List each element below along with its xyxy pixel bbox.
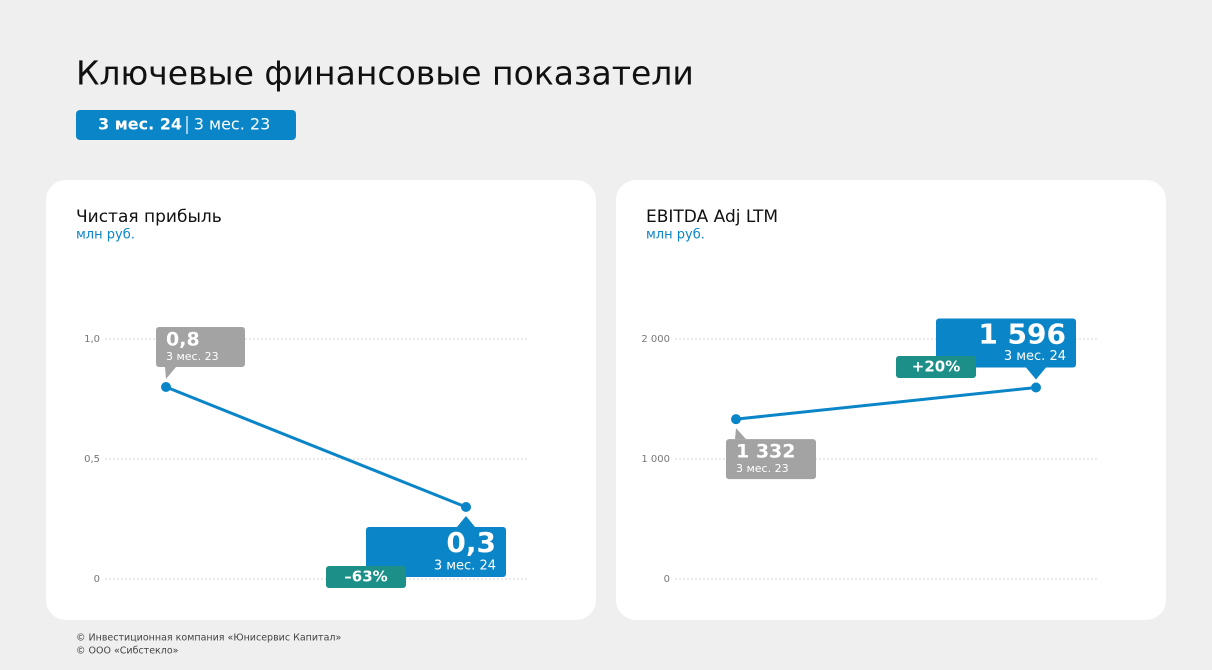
change-badge xyxy=(326,566,406,588)
callout xyxy=(366,527,506,577)
y-tick-label: 0 xyxy=(664,574,670,585)
callout-pointer xyxy=(735,428,746,440)
footnote: © Инвестиционная компания «Юнисервис Кап… xyxy=(76,633,341,644)
value-label: 1 596 xyxy=(978,317,1066,350)
callout xyxy=(726,439,816,480)
point xyxy=(1031,382,1041,393)
y-tick-label: 2 000 xyxy=(641,334,670,345)
value-label: 0,3 xyxy=(446,526,496,559)
point xyxy=(161,382,171,392)
panel xyxy=(46,180,596,620)
panel xyxy=(616,180,1166,620)
change-badge xyxy=(896,356,976,378)
y-tick-label: 0 xyxy=(94,574,100,585)
period-active[interactable]: 3 мес. 24 xyxy=(98,115,182,134)
period-toggle[interactable] xyxy=(76,110,296,140)
change-label: –63% xyxy=(344,568,387,586)
callout-pointer xyxy=(165,367,176,379)
category-label: 3 мес. 24 xyxy=(434,559,496,574)
chart-subtitle: млн руб. xyxy=(646,228,705,243)
chart-title: Чистая прибыль xyxy=(76,207,222,227)
footnote: © ООО «Сибстекло» xyxy=(76,646,179,657)
value-label: 0,8 xyxy=(166,329,200,351)
callout xyxy=(936,318,1076,368)
point xyxy=(461,502,471,512)
callout xyxy=(156,327,245,367)
category-label: 3 мес. 23 xyxy=(736,462,789,475)
chart-subtitle: млн руб. xyxy=(76,228,135,243)
change-label: +20% xyxy=(912,358,960,376)
point xyxy=(731,414,741,425)
y-tick-label: 1,0 xyxy=(84,334,100,345)
chart-title: EBITDA Adj LTM xyxy=(646,207,778,227)
callout-pointer xyxy=(457,516,475,527)
y-tick-label: 1 000 xyxy=(641,454,670,465)
category-label: 3 мес. 24 xyxy=(1004,349,1066,364)
page-title: Ключевые финансовые показатели xyxy=(76,54,694,93)
line xyxy=(165,385,467,509)
value-label: 1 332 xyxy=(736,441,796,463)
line xyxy=(735,385,1037,421)
category-label: 3 мес. 23 xyxy=(166,350,219,363)
callout-pointer xyxy=(1026,367,1046,380)
period-inactive[interactable]: 3 мес. 23 xyxy=(194,115,271,134)
y-tick-label: 0,5 xyxy=(84,454,100,465)
